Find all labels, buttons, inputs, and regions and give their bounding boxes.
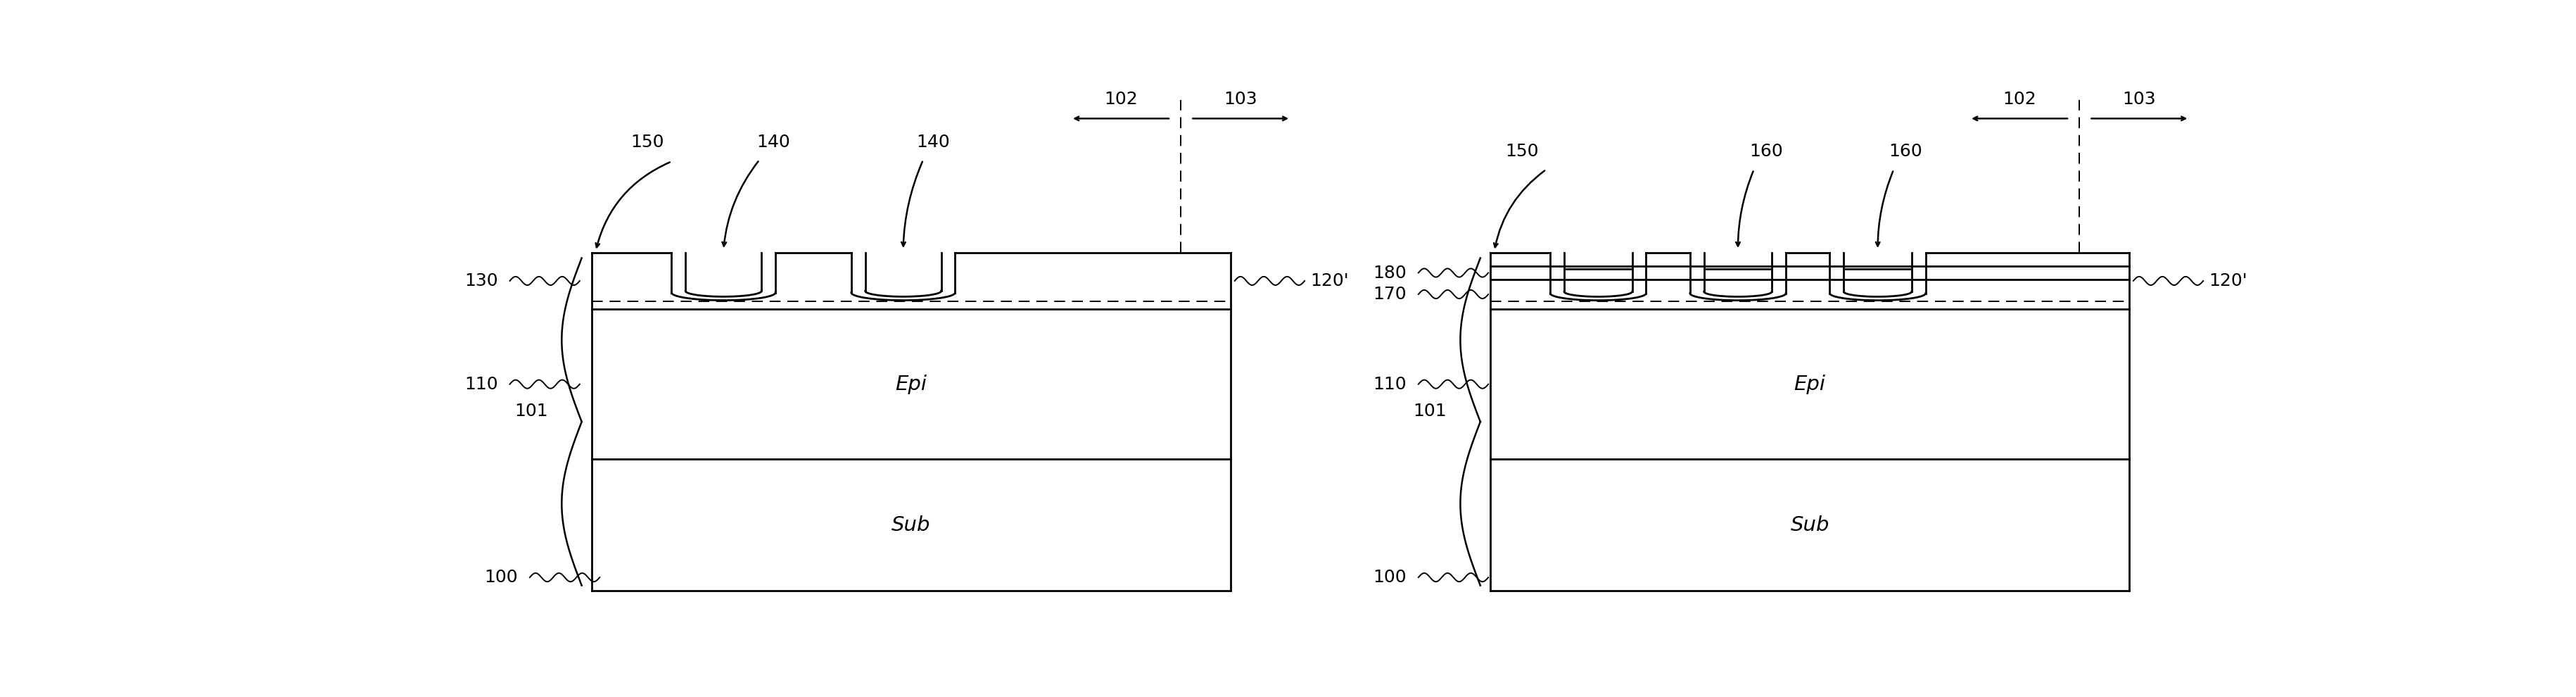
- Text: 100: 100: [484, 569, 518, 586]
- Text: Epi: Epi: [894, 374, 927, 394]
- Text: 110: 110: [464, 376, 497, 392]
- Text: 150: 150: [1504, 143, 1538, 160]
- Text: 110: 110: [1373, 376, 1406, 392]
- Text: 101: 101: [1412, 403, 1445, 420]
- Text: 120': 120': [2208, 273, 2246, 289]
- Text: 102: 102: [2002, 91, 2035, 108]
- Text: 160: 160: [1749, 143, 1783, 160]
- Text: Sub: Sub: [1790, 515, 1829, 535]
- Text: Epi: Epi: [1793, 374, 1826, 394]
- Text: 103: 103: [2123, 91, 2156, 108]
- Text: 180: 180: [1373, 264, 1406, 282]
- Text: 100: 100: [1373, 569, 1406, 586]
- Text: 160: 160: [1888, 143, 1922, 160]
- Text: Sub: Sub: [891, 515, 930, 535]
- Text: 120': 120': [1311, 273, 1350, 289]
- Text: 130: 130: [464, 273, 497, 289]
- Text: 150: 150: [631, 134, 665, 151]
- Text: 170: 170: [1373, 286, 1406, 302]
- Text: 140: 140: [757, 134, 791, 151]
- Text: 103: 103: [1224, 91, 1257, 108]
- Text: 140: 140: [917, 134, 951, 151]
- Text: 102: 102: [1103, 91, 1139, 108]
- Text: 101: 101: [515, 403, 549, 420]
